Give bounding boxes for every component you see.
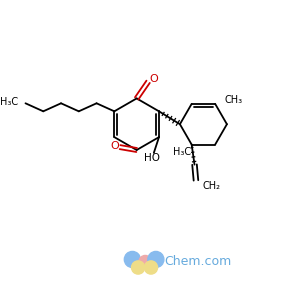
Circle shape <box>124 251 140 268</box>
Circle shape <box>144 261 158 274</box>
Text: Chem.com: Chem.com <box>164 255 231 268</box>
Text: O: O <box>110 141 119 151</box>
Circle shape <box>139 256 152 268</box>
Circle shape <box>131 261 145 274</box>
Text: H₃C: H₃C <box>173 147 191 157</box>
Text: CH₃: CH₃ <box>224 95 242 105</box>
Text: CH₂: CH₂ <box>202 181 220 190</box>
Text: HO: HO <box>144 153 160 163</box>
Text: O: O <box>149 74 158 84</box>
Circle shape <box>148 251 164 268</box>
Text: H₃C: H₃C <box>0 98 18 107</box>
